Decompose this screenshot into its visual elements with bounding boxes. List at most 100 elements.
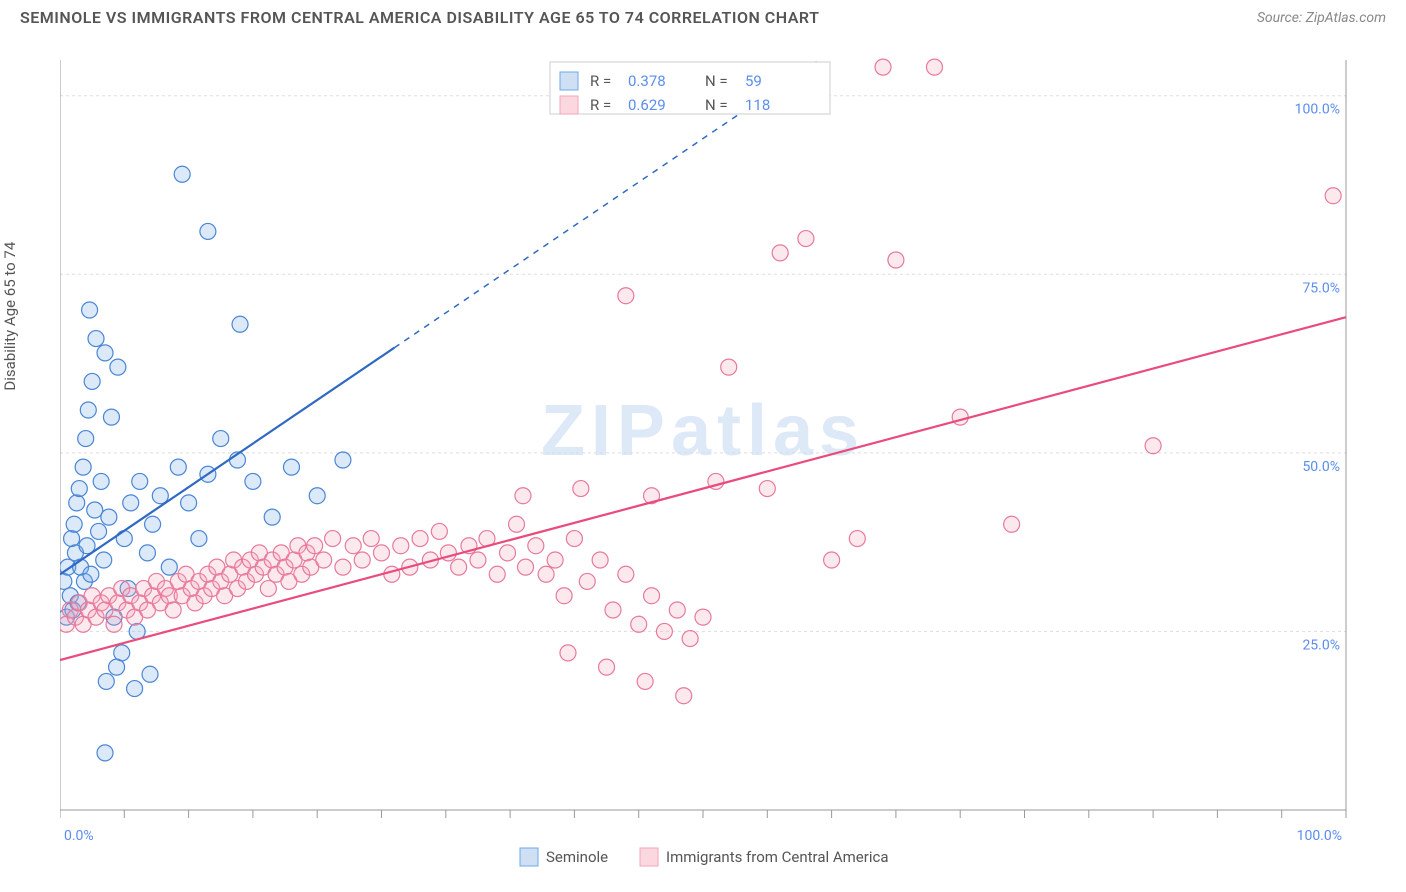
data-point <box>83 566 99 582</box>
y-tick-label: 100.0% <box>1295 102 1340 118</box>
data-point <box>264 509 280 525</box>
data-point <box>669 602 685 618</box>
data-point <box>573 481 589 497</box>
data-point <box>200 223 216 239</box>
legend-n-value: 59 <box>745 72 762 90</box>
source-name: ZipAtlas.com <box>1306 10 1386 26</box>
data-point <box>500 545 516 561</box>
data-point <box>451 559 467 575</box>
legend-r-label: R = <box>590 96 611 114</box>
data-point <box>579 573 595 589</box>
data-point <box>97 745 113 761</box>
data-point <box>245 473 261 489</box>
data-point <box>101 509 117 525</box>
data-point <box>509 516 525 532</box>
data-point <box>431 523 447 539</box>
data-point <box>139 545 155 561</box>
data-point <box>66 516 82 532</box>
data-point <box>232 316 248 332</box>
y-tick-label: 25.0% <box>1302 637 1340 653</box>
data-point <box>888 252 904 268</box>
data-point <box>605 602 621 618</box>
data-point <box>161 559 177 575</box>
x-tick-label: 100.0% <box>1297 828 1342 844</box>
data-point <box>1145 438 1161 454</box>
data-point <box>363 531 379 547</box>
data-point <box>165 602 181 618</box>
data-point <box>110 359 126 375</box>
scatter-plot: 25.0%50.0%75.0%100.0%ZIPatlas0.0%100.0%R… <box>60 40 1386 872</box>
data-point <box>682 631 698 647</box>
data-point <box>69 495 85 511</box>
data-point <box>78 431 94 447</box>
source-prefix: Source: <box>1257 10 1306 26</box>
data-point <box>721 359 737 375</box>
chart-source: Source: ZipAtlas.com <box>1257 10 1386 26</box>
legend-r-label: R = <box>590 72 611 90</box>
data-point <box>637 673 653 689</box>
data-point <box>772 245 788 261</box>
data-point <box>618 288 634 304</box>
data-point <box>824 552 840 568</box>
data-point <box>515 488 531 504</box>
data-point <box>103 409 119 425</box>
data-point <box>307 538 323 554</box>
data-point <box>145 516 161 532</box>
data-point <box>345 538 361 554</box>
data-point <box>142 666 158 682</box>
legend-n-value: 118 <box>745 96 770 114</box>
data-point <box>316 552 332 568</box>
data-point <box>547 552 563 568</box>
data-point <box>174 166 190 182</box>
data-point <box>283 459 299 475</box>
data-point <box>91 523 107 539</box>
data-point <box>695 609 711 625</box>
data-point <box>538 566 554 582</box>
data-point <box>528 538 544 554</box>
data-point <box>114 645 130 661</box>
data-point <box>952 409 968 425</box>
data-point <box>798 231 814 247</box>
data-point <box>109 659 125 675</box>
data-point <box>489 566 505 582</box>
legend-label: Immigrants from Central America <box>666 848 889 866</box>
data-point <box>849 531 865 547</box>
y-tick-label: 75.0% <box>1302 280 1340 296</box>
data-point <box>759 481 775 497</box>
legend-swatch <box>640 848 658 866</box>
legend-n-label: N = <box>705 72 728 90</box>
data-point <box>87 502 103 518</box>
chart-container: Disability Age 65 to 74 25.0%50.0%75.0%1… <box>20 40 1386 872</box>
y-tick-label: 50.0% <box>1302 459 1340 475</box>
data-point <box>123 495 139 511</box>
data-point <box>191 531 207 547</box>
data-point <box>97 345 113 361</box>
data-point <box>1325 188 1341 204</box>
legend-swatch <box>560 96 578 114</box>
legend-label: Seminole <box>546 848 608 866</box>
data-point <box>335 452 351 468</box>
data-point <box>926 59 942 75</box>
legend-swatch <box>560 72 578 90</box>
data-point <box>875 59 891 75</box>
data-point <box>170 459 186 475</box>
data-point <box>325 531 341 547</box>
data-point <box>98 673 114 689</box>
chart-title: SEMINOLE VS IMMIGRANTS FROM CENTRAL AMER… <box>20 8 819 27</box>
data-point <box>106 616 122 632</box>
data-point <box>354 552 370 568</box>
data-point <box>181 495 197 511</box>
data-point <box>656 623 672 639</box>
data-point <box>592 552 608 568</box>
data-point <box>470 552 486 568</box>
data-point <box>64 531 80 547</box>
data-point <box>96 552 112 568</box>
legend-r-value: 0.378 <box>628 72 666 90</box>
data-point <box>412 531 428 547</box>
x-tick-label: 0.0% <box>64 828 94 844</box>
data-point <box>335 559 351 575</box>
data-point <box>393 538 409 554</box>
data-point <box>1004 516 1020 532</box>
data-point <box>60 573 72 589</box>
data-point <box>374 545 390 561</box>
